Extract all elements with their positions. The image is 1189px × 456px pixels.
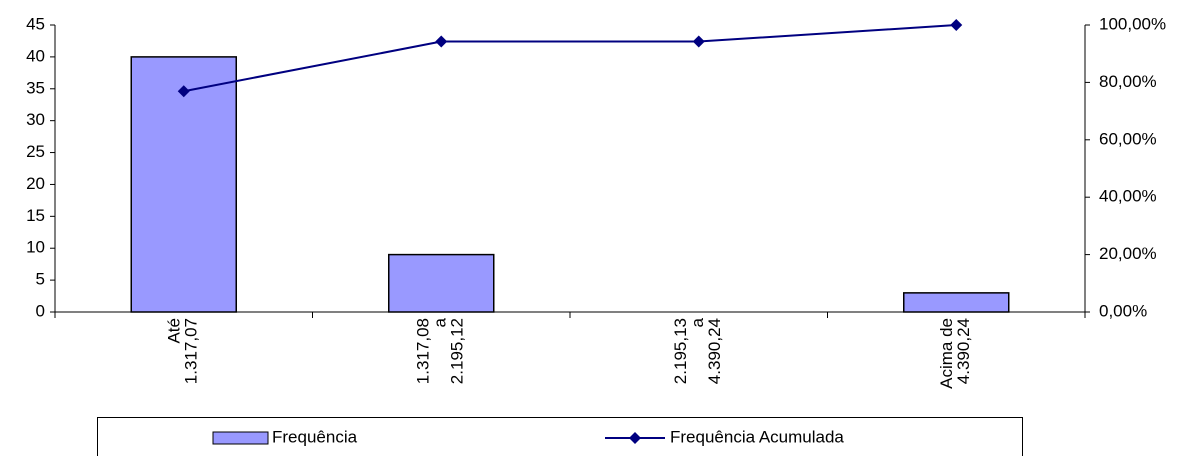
x-tick-label: a	[688, 317, 707, 327]
y-tick-label: 10	[26, 238, 45, 257]
x-tick-label: 1.317,08	[414, 318, 433, 384]
x-tick-label: 1.317,07	[182, 318, 201, 384]
x-tick-label: 4.390,24	[954, 318, 973, 384]
marker	[177, 85, 190, 98]
marker	[950, 19, 963, 31]
y-tick-label: 15	[26, 206, 45, 225]
marker	[692, 35, 705, 48]
bar	[903, 292, 1010, 313]
y2-tick-label: 20,00%	[1099, 244, 1157, 263]
legend-swatch	[212, 431, 269, 445]
bar	[130, 56, 237, 313]
x-tick-label: 2.195,13	[671, 318, 690, 384]
legend-marker	[629, 432, 641, 444]
marker	[435, 35, 448, 48]
y-tick-label: 20	[26, 174, 45, 193]
y-tick-label: 5	[36, 270, 45, 289]
bar	[388, 253, 495, 313]
x-tick-label: 2.195,12	[448, 318, 467, 384]
y2-tick-label: 40,00%	[1099, 187, 1157, 206]
y2-tick-label: 80,00%	[1099, 72, 1157, 91]
y-tick-label: 40	[26, 46, 45, 65]
legend-label: Frequência	[272, 427, 358, 446]
x-tick-label: a	[431, 317, 450, 327]
x-tick-label: Acima de	[937, 318, 956, 389]
x-tick-label: Até	[165, 318, 184, 344]
y-tick-label: 45	[26, 14, 45, 33]
y-tick-label: 0	[36, 301, 45, 320]
x-tick-label: 4.390,24	[705, 318, 724, 384]
y2-tick-label: 0,00%	[1099, 301, 1147, 320]
y-tick-label: 25	[26, 142, 45, 161]
line	[183, 24, 957, 93]
y2-tick-label: 60,00%	[1099, 129, 1157, 148]
legend-label: Frequência Acumulada	[670, 427, 844, 446]
y-tick-label: 30	[26, 110, 45, 129]
y-tick-label: 35	[26, 78, 45, 97]
y2-tick-label: 100,00%	[1099, 14, 1166, 33]
